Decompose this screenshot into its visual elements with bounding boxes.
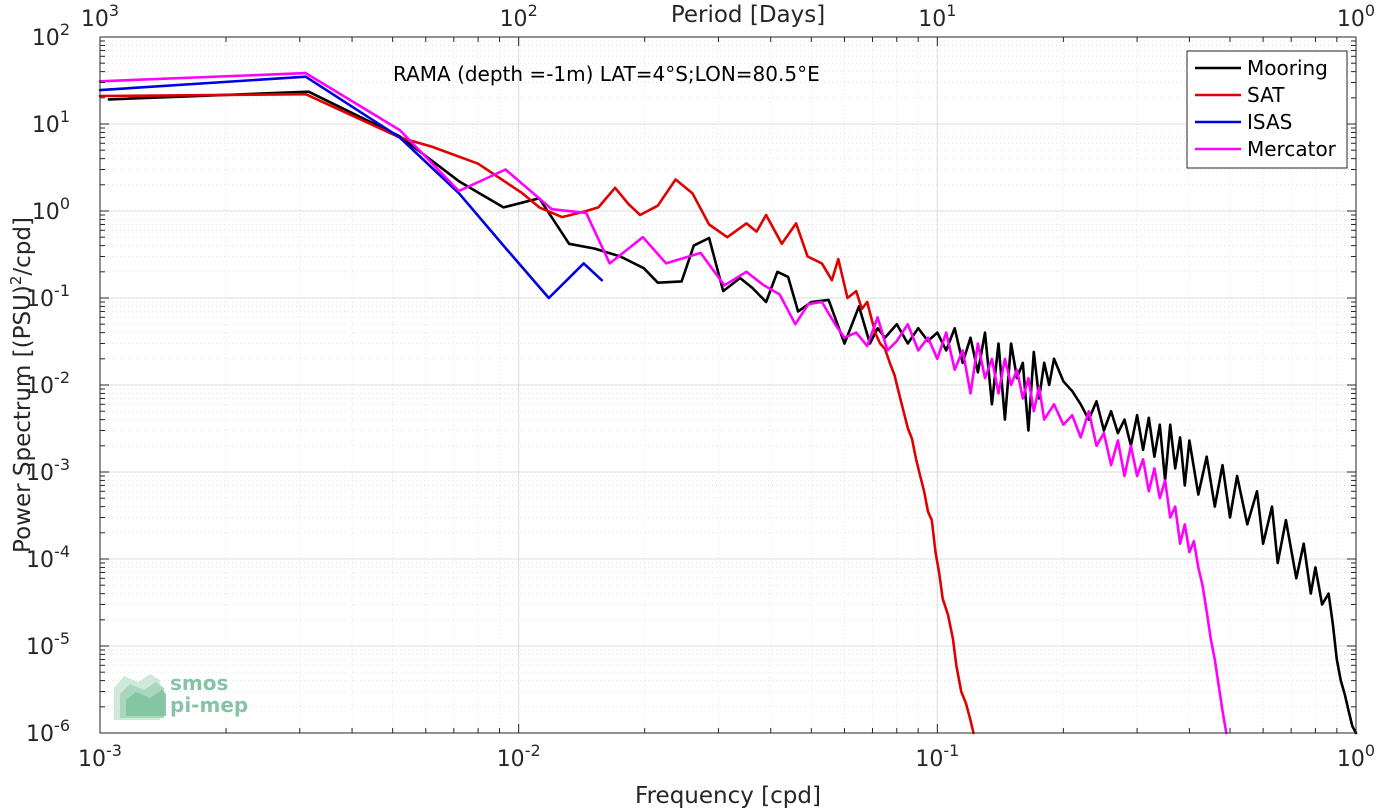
y-tick-label-base: 10 <box>26 287 54 312</box>
x-tick-label: 10-1 <box>915 741 959 772</box>
y-tick-label-base: 10 <box>26 548 54 573</box>
smos-pi-mep-logo: smos pi-mep <box>114 671 248 720</box>
logo-text-pimep: pi-mep <box>170 693 248 717</box>
y-tick-label: 10-4 <box>26 542 70 573</box>
y-axis-title-sup: 2 <box>7 276 25 286</box>
x-tick-label-exp: 0 <box>1365 741 1375 760</box>
y-axis-title-tail: /cpd] <box>10 217 36 276</box>
x2-tick-label-exp: 0 <box>1365 1 1375 20</box>
y-tick-label: 100 <box>32 194 70 225</box>
y-tick-label: 10-6 <box>26 716 70 747</box>
x-tick-label: 100 <box>1337 741 1375 772</box>
x2-axis-title: Period [Days] <box>671 2 825 28</box>
logo-wave-front-icon <box>126 690 166 716</box>
x2-tick-label: 101 <box>918 1 956 32</box>
x2-tick-label: 100 <box>1337 1 1375 32</box>
y-tick-label-exp: -3 <box>54 455 70 474</box>
x2-tick-label-base: 10 <box>500 7 528 32</box>
x2-tick-label-base: 10 <box>81 7 109 32</box>
y-tick-label: 102 <box>32 20 70 51</box>
y-tick-label: 101 <box>32 107 70 138</box>
legend-label-sat: SAT <box>1247 83 1285 107</box>
y-tick-label-exp: -2 <box>54 368 70 387</box>
x2-tick-label: 103 <box>81 1 119 32</box>
x2-tick-label-exp: 2 <box>528 1 538 20</box>
x-tick-label-base: 10 <box>497 747 525 772</box>
series-line-sat <box>98 92 975 735</box>
x-tick-label-exp: -1 <box>943 741 959 760</box>
series-line-mercator <box>98 71 1228 735</box>
axis-ticks <box>99 36 1357 734</box>
legend-label-isas: ISAS <box>1247 110 1292 134</box>
x-tick-label-exp: -2 <box>525 741 541 760</box>
y-tick-label: 10-5 <box>26 629 70 660</box>
legend-label-mercator: Mercator <box>1247 137 1337 161</box>
x2-tick-label-base: 10 <box>918 7 946 32</box>
y-tick-label-base: 10 <box>26 374 54 399</box>
x-tick-label-exp: -3 <box>106 741 122 760</box>
y-tick-label-exp: -1 <box>54 281 70 300</box>
x-tick-label-base: 10 <box>78 747 106 772</box>
y-tick-label: 10-2 <box>26 368 70 399</box>
y-tick-label-base: 10 <box>26 722 54 747</box>
chart-annotation: RAMA (depth =-1m) LAT=4°S;LON=80.5°E <box>393 62 820 86</box>
x2-tick-label: 102 <box>500 1 538 32</box>
series-layer <box>98 71 1358 735</box>
y-axis-title-main: Power Spectrum [(PSU) <box>10 285 36 553</box>
legend: Mooring SAT ISAS Mercator <box>1186 50 1348 169</box>
y-tick-label-base: 10 <box>32 26 60 51</box>
y-tick-label-base: 10 <box>26 461 54 486</box>
x-axis-title: Frequency [cpd] <box>635 783 821 809</box>
grid-lines <box>99 37 1356 734</box>
y-tick-label-exp: -5 <box>54 629 70 648</box>
y-tick-label-base: 10 <box>32 200 60 225</box>
y-tick-label-exp: 0 <box>60 194 70 213</box>
legend-label-mooring: Mooring <box>1247 56 1328 80</box>
y-axis-title: Power Spectrum [(PSU)2/cpd] <box>7 217 36 553</box>
x2-tick-label-base: 10 <box>1337 7 1365 32</box>
series-line-mooring <box>107 90 1358 735</box>
y-tick-label: 10-1 <box>26 281 70 312</box>
y-tick-label-base: 10 <box>32 113 60 138</box>
x-tick-label: 10-2 <box>497 741 541 772</box>
y-tick-label: 10-3 <box>26 455 70 486</box>
y-tick-label-base: 10 <box>26 635 54 660</box>
x-tick-label: 10-3 <box>78 741 122 772</box>
series-line-isas <box>98 75 604 300</box>
y-tick-label-exp: -4 <box>54 542 70 561</box>
x-tick-label-base: 10 <box>1337 747 1365 772</box>
y-tick-label-exp: -6 <box>54 716 70 735</box>
y-tick-label-exp: 1 <box>60 107 70 126</box>
y-tick-label-exp: 2 <box>60 20 70 39</box>
x-tick-label-base: 10 <box>915 747 943 772</box>
x2-tick-label-exp: 3 <box>109 1 119 20</box>
logo-text-smos: smos <box>170 671 228 695</box>
x2-tick-label-exp: 1 <box>946 1 956 20</box>
